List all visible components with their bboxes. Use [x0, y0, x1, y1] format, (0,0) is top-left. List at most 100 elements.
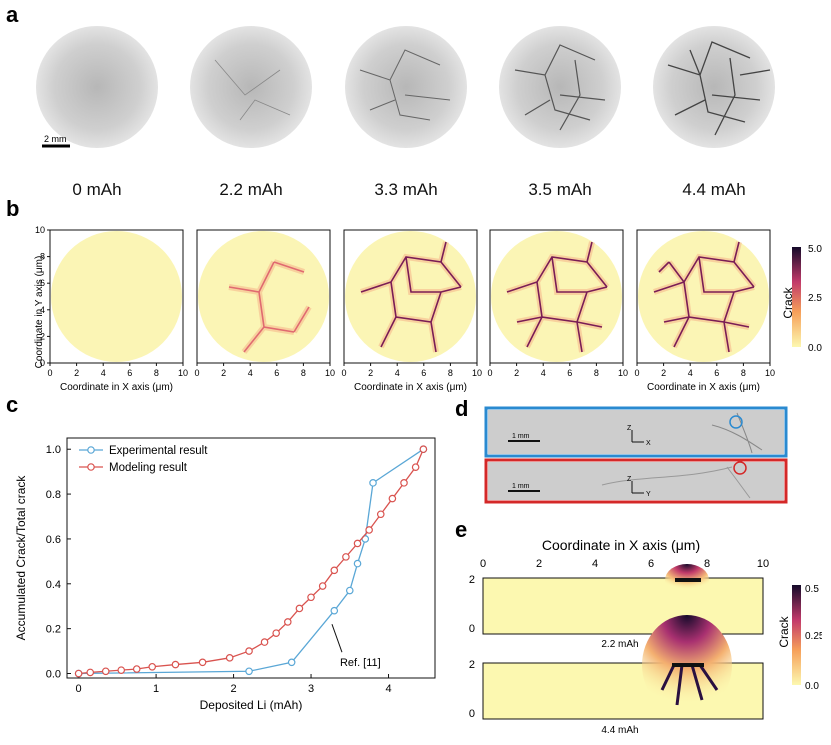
series-1-point — [419, 445, 428, 454]
crack-map-1-xtick: 10 — [325, 368, 335, 378]
panel-e-xlabel: Coordinate in X axis (μm) — [542, 537, 700, 553]
series-1-point — [295, 604, 304, 613]
crack-map-4-xlabel: Coordinate in X axis (μm) — [647, 382, 760, 393]
panel-d-figure: 1 mm Z X 1 mm Z Y — [484, 406, 788, 504]
disc-1 — [190, 26, 312, 148]
crack-map-0-ytick: 2 — [40, 331, 45, 341]
series-1-point — [330, 566, 339, 575]
crack-map-4-xtick: 2 — [661, 368, 666, 378]
annotation-label: Ref. [11] — [340, 657, 381, 669]
strip-top-marker — [729, 415, 743, 429]
y-tick-label: 0.8 — [46, 489, 61, 501]
strip-bottom-marker — [733, 461, 747, 475]
crack-map-2-xtick: 2 — [368, 368, 373, 378]
crack-map-2-xtick: 0 — [341, 368, 346, 378]
crack-map-4-xtick: 4 — [688, 368, 693, 378]
panel-e-xtick: 8 — [704, 558, 710, 570]
series-1-point — [318, 582, 327, 590]
series-0-point — [353, 559, 362, 568]
x-tick-label: 2 — [231, 683, 237, 695]
y-tick-label: 1.0 — [46, 444, 61, 456]
panel-e-xtick: 4 — [592, 558, 598, 570]
crack-map-2-xlabel: Coordinate in X axis (μm) — [354, 382, 467, 393]
series-1-point — [117, 666, 126, 674]
panel-e-xtick: 2 — [536, 558, 542, 570]
capacity-label-1: 2.2 mAh — [219, 180, 283, 199]
series-1-point — [388, 494, 397, 503]
strip-top-scalebar-label: 1 mm — [512, 433, 530, 440]
legend-marker-1 — [87, 463, 95, 471]
map-2-2mah — [482, 577, 764, 635]
panel-e-xtick: 6 — [648, 558, 654, 570]
crack-map-0-ytick: 0 — [40, 358, 45, 368]
panel-b-colorbar-tick-bottom: 0.0 — [808, 343, 822, 354]
crack-map-2-xtick: 6 — [421, 368, 426, 378]
series-1-point — [411, 463, 420, 471]
capacity-label-3: 3.5 mAh — [528, 180, 592, 199]
crack-map-0: 0 2 4 6 8 10 0 2 4 6 8 10 Coordinate in X axis (μm) — [35, 225, 188, 393]
crack-map-2-xtick: 10 — [472, 368, 482, 378]
crack-map-3-xtick: 2 — [514, 368, 519, 378]
strip-top-frame — [484, 406, 788, 458]
series-1-point — [74, 669, 83, 678]
scale-bar-label: 2 mm — [44, 134, 67, 144]
crack-map-4-xtick: 0 — [634, 368, 639, 378]
crack-map-0-ytick: 8 — [40, 252, 45, 262]
crack-map-0-ytick: 6 — [40, 278, 45, 288]
series-0-point — [245, 667, 253, 676]
x-tick-label: 3 — [308, 683, 314, 695]
map-2-2mah-label: 2.2 mAh — [601, 639, 638, 650]
plot-frame — [66, 437, 436, 679]
y-tick-label: 0.2 — [46, 624, 61, 636]
panel-e-colorbar — [792, 585, 801, 685]
crack-map-3-xtick: 10 — [618, 368, 628, 378]
panel-e-colorbar-tick-top: 0.5 — [805, 584, 819, 595]
series-1-point — [400, 479, 408, 487]
panel-a-figure: 2 mm — [36, 26, 775, 148]
strip-bottom — [488, 462, 784, 500]
strip-top-axis-x: X — [646, 440, 651, 447]
crack-map-3: 0 2 4 6 8 10 — [487, 229, 628, 378]
x-tick-label: 0 — [76, 683, 82, 695]
crack-map-1-xtick: 8 — [301, 368, 306, 378]
crack-map-1-xtick: 6 — [274, 368, 279, 378]
crack-map-2: 0 2 4 6 8 10 Coordinate in X axis (μm) — [341, 229, 482, 393]
crack-map-4-xtick: 8 — [741, 368, 746, 378]
series-1-point — [307, 593, 315, 602]
capacity-label-0: 0 mAh — [72, 180, 122, 199]
series-1-point — [86, 668, 95, 677]
strip-bottom-scalebar-label: 1 mm — [512, 483, 530, 490]
crack-map-3-xtick: 8 — [594, 368, 599, 378]
y-tick-label: 0.6 — [46, 534, 61, 546]
panel-e-colorbar-tick-bottom: 0.0 — [805, 681, 819, 692]
panel-letter-e: e — [455, 517, 468, 542]
panel-b-ylabel: Coordinate in Y axis (μm) — [34, 256, 45, 369]
series-1-point — [148, 662, 157, 671]
crack-map-2-xtick: 4 — [395, 368, 400, 378]
series-1-point — [365, 526, 373, 534]
y-axis-label: Accumulated Crack/Total crack — [14, 475, 28, 641]
capacity-label-4: 4.4 mAh — [682, 180, 746, 199]
series-1-point — [171, 660, 180, 669]
series-0-point — [345, 586, 354, 595]
panel-letter-d: d — [455, 396, 469, 421]
panel-e-ytick-1: 2 — [469, 659, 475, 671]
panel-b-colorbar-tick-mid: 2.5 — [808, 293, 822, 304]
y-tick-label: 0.0 — [46, 669, 61, 681]
x-tick-label: 1 — [153, 683, 159, 695]
series-0-point — [369, 479, 377, 487]
crack-map-0-ytick: 10 — [35, 225, 45, 235]
crack-map-0-xtick: 6 — [127, 368, 132, 378]
series-1-point — [260, 638, 269, 646]
crack-map-4-xtick: 10 — [765, 368, 775, 378]
series-0-point — [330, 606, 339, 615]
series-1-point — [132, 665, 141, 673]
panel-b-colorbar-label: Crack — [781, 286, 795, 318]
panel-e-colorbar-label: Crack — [777, 615, 791, 647]
capacity-label-2: 3.3 mAh — [374, 180, 438, 199]
crack-map-3-xtick: 4 — [541, 368, 546, 378]
panel-c-chart: 0 1 2 3 4 0.0 0.2 0.4 0.6 0.8 1.0 Deposited Li (mAh… — [14, 437, 436, 712]
disc-3 — [499, 26, 621, 148]
crack-map-3-xtick: 6 — [567, 368, 572, 378]
